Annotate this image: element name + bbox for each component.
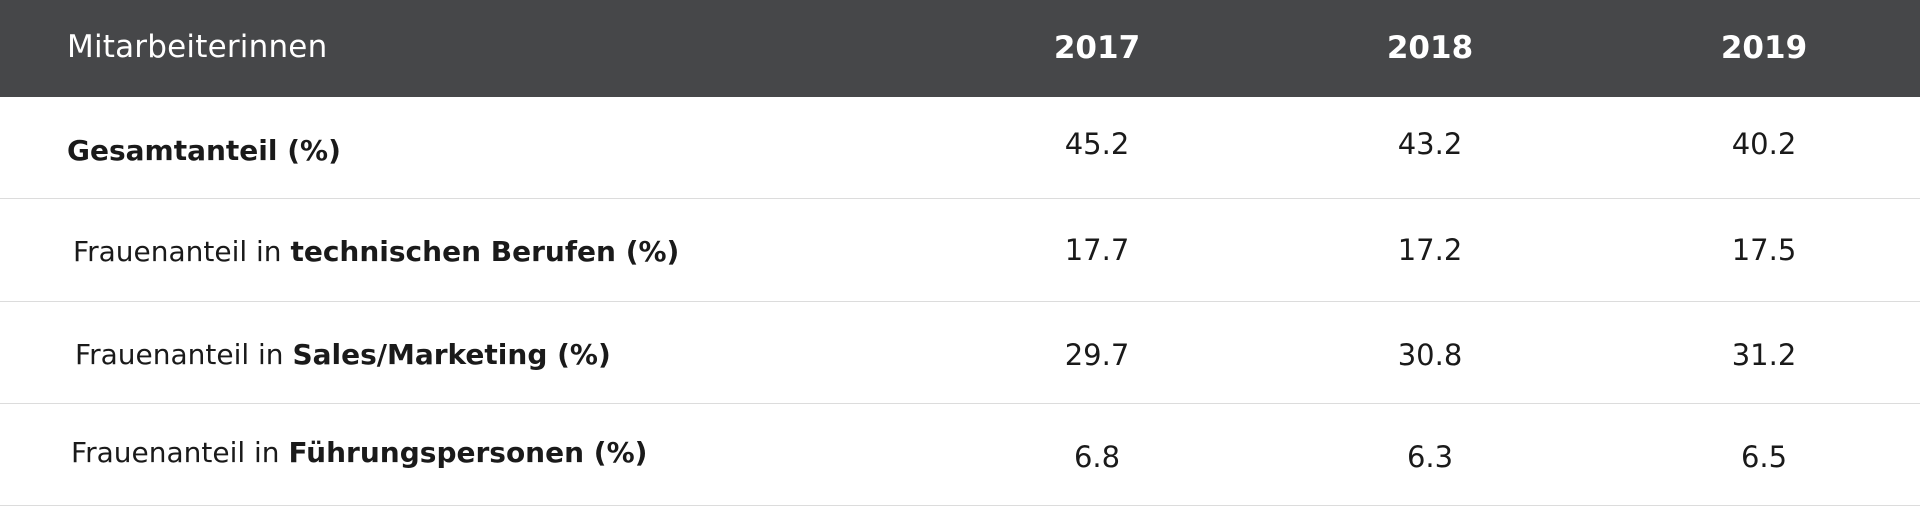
- cell-value-2017: 29.7: [1064, 338, 1130, 372]
- row-label-bold: Führungspersonen (%): [288, 436, 648, 469]
- column-header-2019: 2019: [1720, 30, 1808, 66]
- table-row: Frauenanteil in Führungspersonen (%) 6.8…: [0, 404, 1920, 506]
- row-label: Frauenanteil in Sales/Marketing (%): [75, 338, 611, 371]
- cell-value-2018: 30.8: [1397, 338, 1463, 372]
- row-label-plain: Frauenanteil in: [73, 235, 291, 268]
- cell-value-2018: 6.3: [1406, 440, 1454, 474]
- cell-value-2018: 43.2: [1397, 127, 1463, 161]
- cell-value-2019: 40.2: [1731, 127, 1797, 161]
- cell-value-2017: 45.2: [1064, 127, 1130, 161]
- table-row: Frauenanteil in technischen Berufen (%) …: [0, 199, 1920, 302]
- cell-value-2017: 6.8: [1073, 440, 1121, 474]
- cell-value-2018: 17.2: [1397, 233, 1463, 267]
- row-label-bold: Sales/Marketing (%): [292, 338, 611, 371]
- cell-value-2017: 17.7: [1064, 233, 1130, 267]
- row-label-bold: Gesamtanteil (%): [67, 134, 341, 167]
- row-label: Frauenanteil in technischen Berufen (%): [73, 235, 679, 268]
- table-header-row: Mitarbeiterinnen 2017 2018 2019: [0, 0, 1920, 97]
- table-row: Gesamtanteil (%) 45.2 43.2 40.2: [0, 97, 1920, 199]
- row-label-bold: technischen Berufen (%): [290, 235, 680, 268]
- row-label: Frauenanteil in Führungspersonen (%): [71, 436, 647, 469]
- table-header-title: Mitarbeiterinnen: [67, 29, 328, 65]
- row-label-plain: Frauenanteil in: [71, 436, 289, 469]
- cell-value-2019: 6.5: [1740, 440, 1788, 474]
- column-header-2018: 2018: [1386, 30, 1474, 66]
- cell-value-2019: 17.5: [1731, 233, 1797, 267]
- column-header-2017: 2017: [1053, 30, 1141, 66]
- row-label-plain: Frauenanteil in: [75, 338, 293, 371]
- row-label: Gesamtanteil (%): [67, 134, 341, 167]
- table-row: Frauenanteil in Sales/Marketing (%) 29.7…: [0, 302, 1920, 404]
- cell-value-2019: 31.2: [1731, 338, 1797, 372]
